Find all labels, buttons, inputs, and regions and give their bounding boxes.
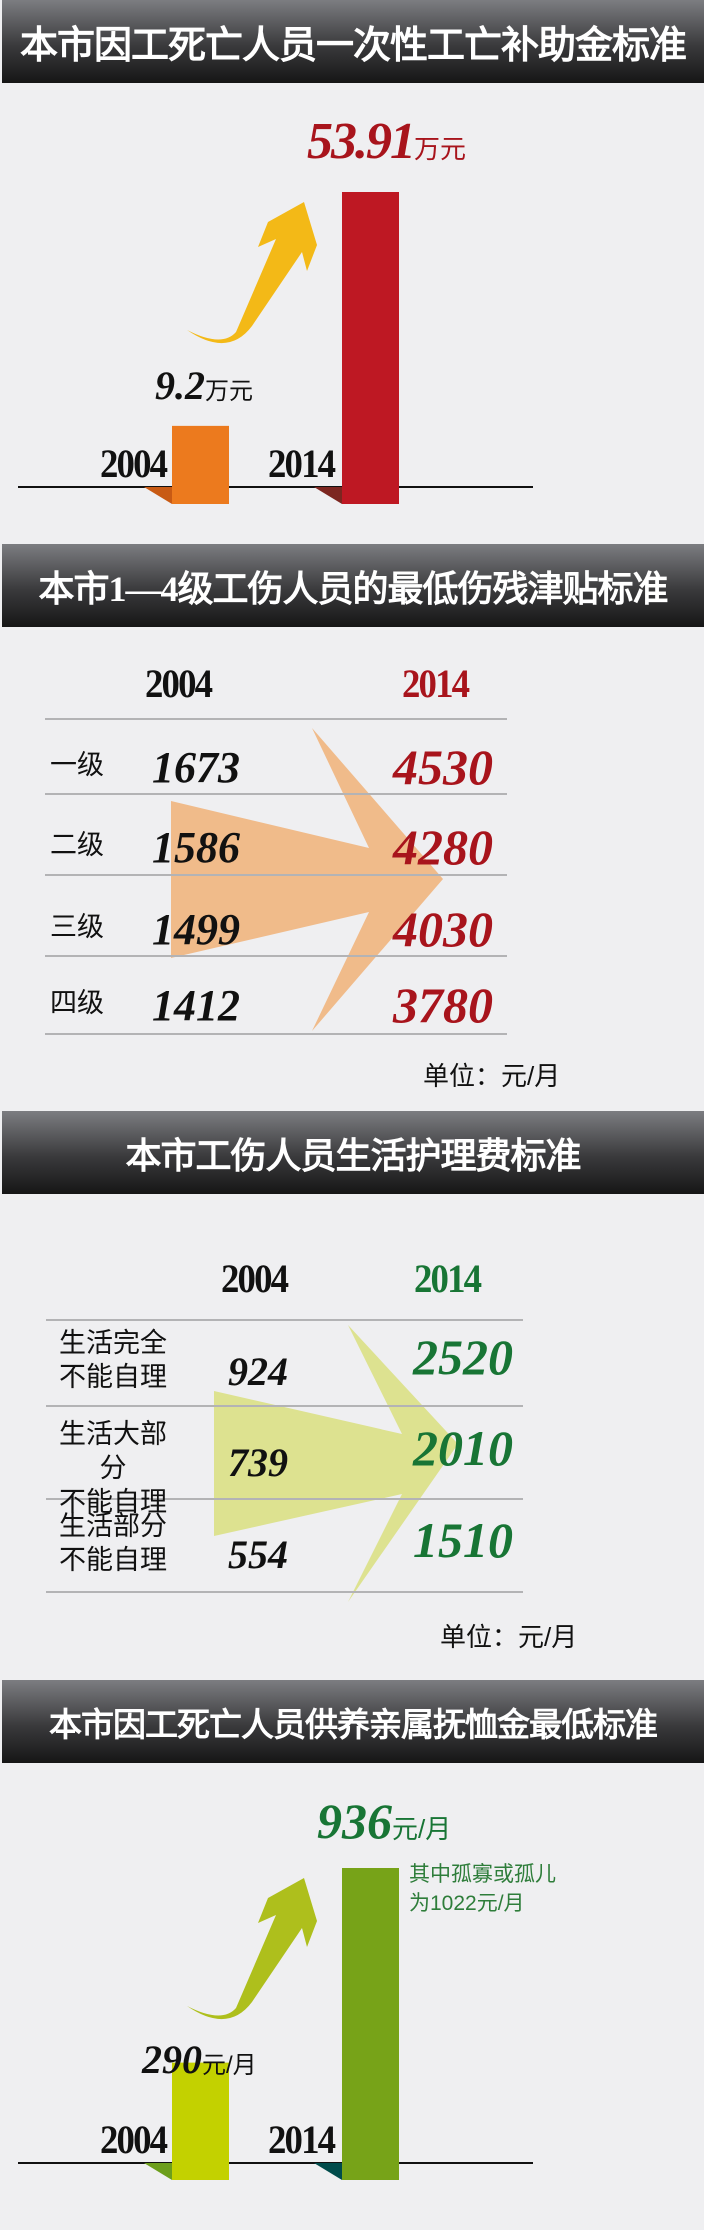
unit: 元/月 (392, 1814, 452, 1844)
unit: 万元 (205, 378, 253, 405)
value: 9.2 (155, 363, 205, 408)
row-divider (46, 1319, 523, 1321)
row-divider (45, 793, 507, 795)
row-label-line: 生活完全 (59, 1328, 167, 1358)
bar-2014 (342, 1868, 399, 2180)
row-divider (45, 874, 507, 876)
annotation: 其中孤寡或孤儿 为1022元/月 (409, 1860, 556, 1918)
bar-2004 (172, 2062, 229, 2180)
unit-note: 单位：元/月 (423, 1061, 561, 1091)
section2-title: 本市1—4级工伤人员的最低伤残津贴标准 (2, 544, 704, 627)
right-arrow-icon (214, 1325, 458, 1602)
value-label-2014: 53.91万元 (307, 112, 466, 171)
row-label: 生活完全 不能自理 (48, 1326, 178, 1394)
section3-title: 本市工伤人员生活护理费标准 (2, 1111, 704, 1194)
annotation-line: 其中孤寡或孤儿 (409, 1863, 556, 1886)
row-label: 一级 (50, 750, 104, 780)
row-label-line: 生活部分 (59, 1511, 167, 1541)
value-2014: 3780 (393, 977, 493, 1033)
value-2004: 739 (228, 1440, 288, 1485)
row-label: 生活部分 不能自理 (48, 1509, 178, 1577)
value-2004: 924 (228, 1349, 288, 1394)
year-label-2014: 2014 (268, 2117, 336, 2162)
section4-title: 本市因工死亡人员供养亲属抚恤金最低标准 (2, 1680, 704, 1763)
row-divider (46, 1405, 523, 1407)
value-2014: 4530 (393, 739, 493, 795)
value: 290 (142, 2037, 202, 2082)
value-2014: 2010 (413, 1420, 513, 1476)
row-divider (46, 1498, 523, 1500)
unit: 元/月 (202, 2052, 257, 2079)
row-label-line: 生活大部分 (59, 1419, 167, 1483)
row-divider (45, 718, 507, 720)
unit: 万元 (414, 134, 467, 164)
section1-title: 本市因工死亡人员一次性工亡补助金标准 (2, 0, 704, 83)
value: 53.91 (307, 113, 416, 170)
bar-shadow (314, 487, 342, 504)
up-arrow-icon (187, 202, 317, 344)
value: 936 (317, 1793, 392, 1849)
row-divider (45, 955, 507, 957)
row-label-line: 不能自理 (59, 1487, 167, 1517)
row-label: 二级 (50, 830, 104, 860)
column-header-2014: 2014 (402, 661, 470, 706)
bar-shadow (144, 2163, 172, 2180)
value-2004: 1586 (152, 823, 240, 872)
column-header-2004: 2004 (221, 1256, 289, 1301)
value-2004: 1412 (152, 981, 240, 1030)
unit-note: 单位：元/月 (440, 1622, 578, 1652)
value-2004: 1673 (152, 743, 240, 792)
column-header-2014: 2014 (414, 1256, 482, 1301)
bar-shadow (314, 2163, 342, 2180)
value-2014: 2520 (413, 1329, 513, 1385)
value-label-2004: 290元/月 (142, 2036, 257, 2083)
row-label: 四级 (50, 988, 104, 1018)
row-label-line: 不能自理 (59, 1362, 167, 1392)
column-header-2004: 2004 (145, 661, 213, 706)
bar-shadow (144, 487, 172, 504)
value-2014: 4280 (393, 819, 493, 875)
row-label-line: 不能自理 (59, 1545, 167, 1575)
value-label-2004: 9.2万元 (155, 362, 253, 409)
year-label-2004: 2004 (100, 441, 168, 486)
bar-2014 (342, 192, 399, 504)
value-label-2014: 936元/月 (317, 1792, 451, 1850)
value-2004: 554 (228, 1532, 288, 1577)
row-divider (45, 1033, 507, 1035)
year-label-2004: 2004 (100, 2117, 168, 2162)
value-2014: 1510 (413, 1512, 513, 1568)
up-arrow-icon (187, 1878, 317, 2020)
row-label: 三级 (50, 912, 104, 942)
value-2004: 1499 (152, 905, 240, 954)
bar-2004 (172, 425, 229, 504)
row-divider (46, 1591, 523, 1593)
value-2014: 4030 (393, 901, 493, 957)
annotation-line: 为1022元/月 (409, 1892, 525, 1915)
row-label: 生活大部分 不能自理 (48, 1417, 178, 1519)
year-label-2014: 2014 (268, 441, 336, 486)
